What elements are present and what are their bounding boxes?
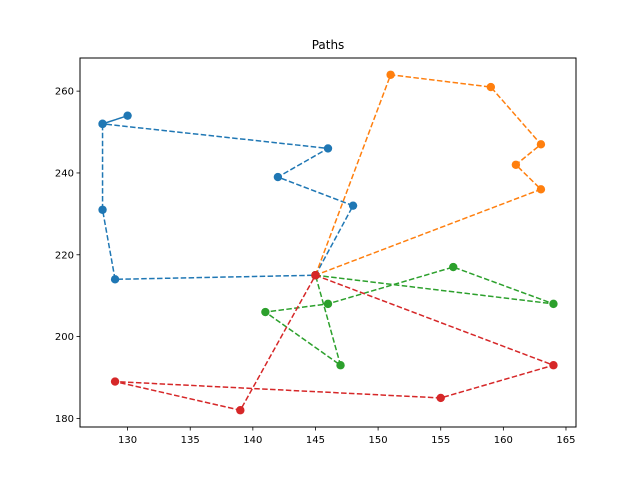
series-2-point-3 (486, 82, 496, 92)
x-tick-label-150: 150 (369, 435, 388, 446)
plot-frame (79, 57, 577, 428)
y-tick-label-220: 220 (55, 250, 74, 261)
x-tick-label-130: 130 (118, 435, 137, 446)
x-tick-label-160: 160 (494, 435, 513, 446)
series-2-point-6 (536, 185, 546, 194)
series-4-point-2 (549, 361, 558, 370)
series-1-line (101, 114, 355, 281)
y-tick-label-180: 180 (55, 414, 74, 425)
series-3-point-5 (261, 307, 270, 317)
series-4-point-3 (436, 393, 445, 403)
x-tick-label-135: 135 (181, 435, 200, 446)
series-3-point-4 (323, 299, 333, 309)
y-tick-label-240: 240 (55, 168, 74, 179)
series-4-point-4 (110, 377, 120, 386)
series-1-point-2 (348, 201, 358, 210)
series-4-point-6 (311, 271, 320, 280)
series-4-point-5 (236, 406, 245, 415)
x-tick-label-145: 145 (306, 435, 325, 446)
axes-layer: 130 135 140 145 150 155 160 165 180 200 220 240 260 (55, 57, 577, 446)
chart-title: Paths (312, 38, 345, 52)
series-3-point-3 (449, 262, 458, 272)
series-1-point-3 (273, 172, 283, 182)
series-2-point-2 (386, 70, 395, 79)
series-3-point-2 (549, 299, 558, 309)
series-1-point-4 (323, 144, 333, 153)
series-1-point-6 (123, 111, 132, 120)
series-2-point-5 (511, 160, 521, 169)
y-tick-label-260: 260 (55, 87, 74, 98)
x-tick-label-140: 140 (243, 435, 262, 446)
x-tick-label-155: 155 (431, 435, 450, 446)
series-layer (98, 70, 558, 415)
series-3-point-6 (336, 361, 345, 370)
series-1-point-8 (98, 205, 107, 214)
series-1-point-7 (98, 119, 107, 129)
series-1-point-9 (110, 275, 120, 284)
series-4 (110, 271, 558, 415)
series-2-point-4 (536, 140, 546, 149)
x-tick-label-165: 165 (556, 435, 575, 446)
y-tick-label-200: 200 (55, 332, 74, 343)
